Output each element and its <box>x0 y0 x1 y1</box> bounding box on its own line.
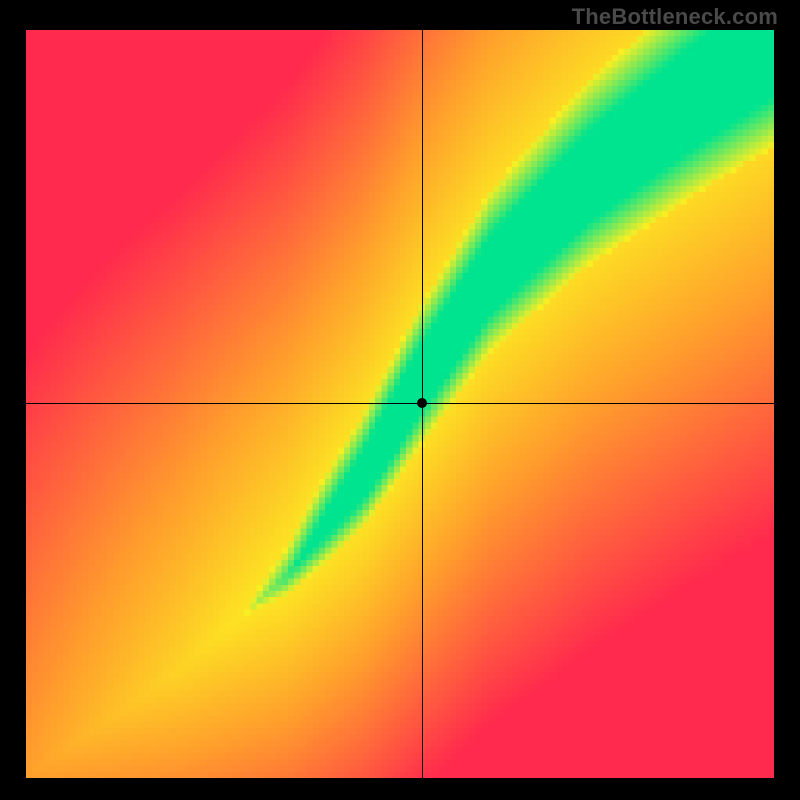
crosshair-marker <box>417 398 427 408</box>
plot-area <box>26 30 774 778</box>
watermark-text: TheBottleneck.com <box>572 4 778 30</box>
heatmap-canvas <box>26 30 774 778</box>
crosshair-horizontal <box>26 403 774 404</box>
